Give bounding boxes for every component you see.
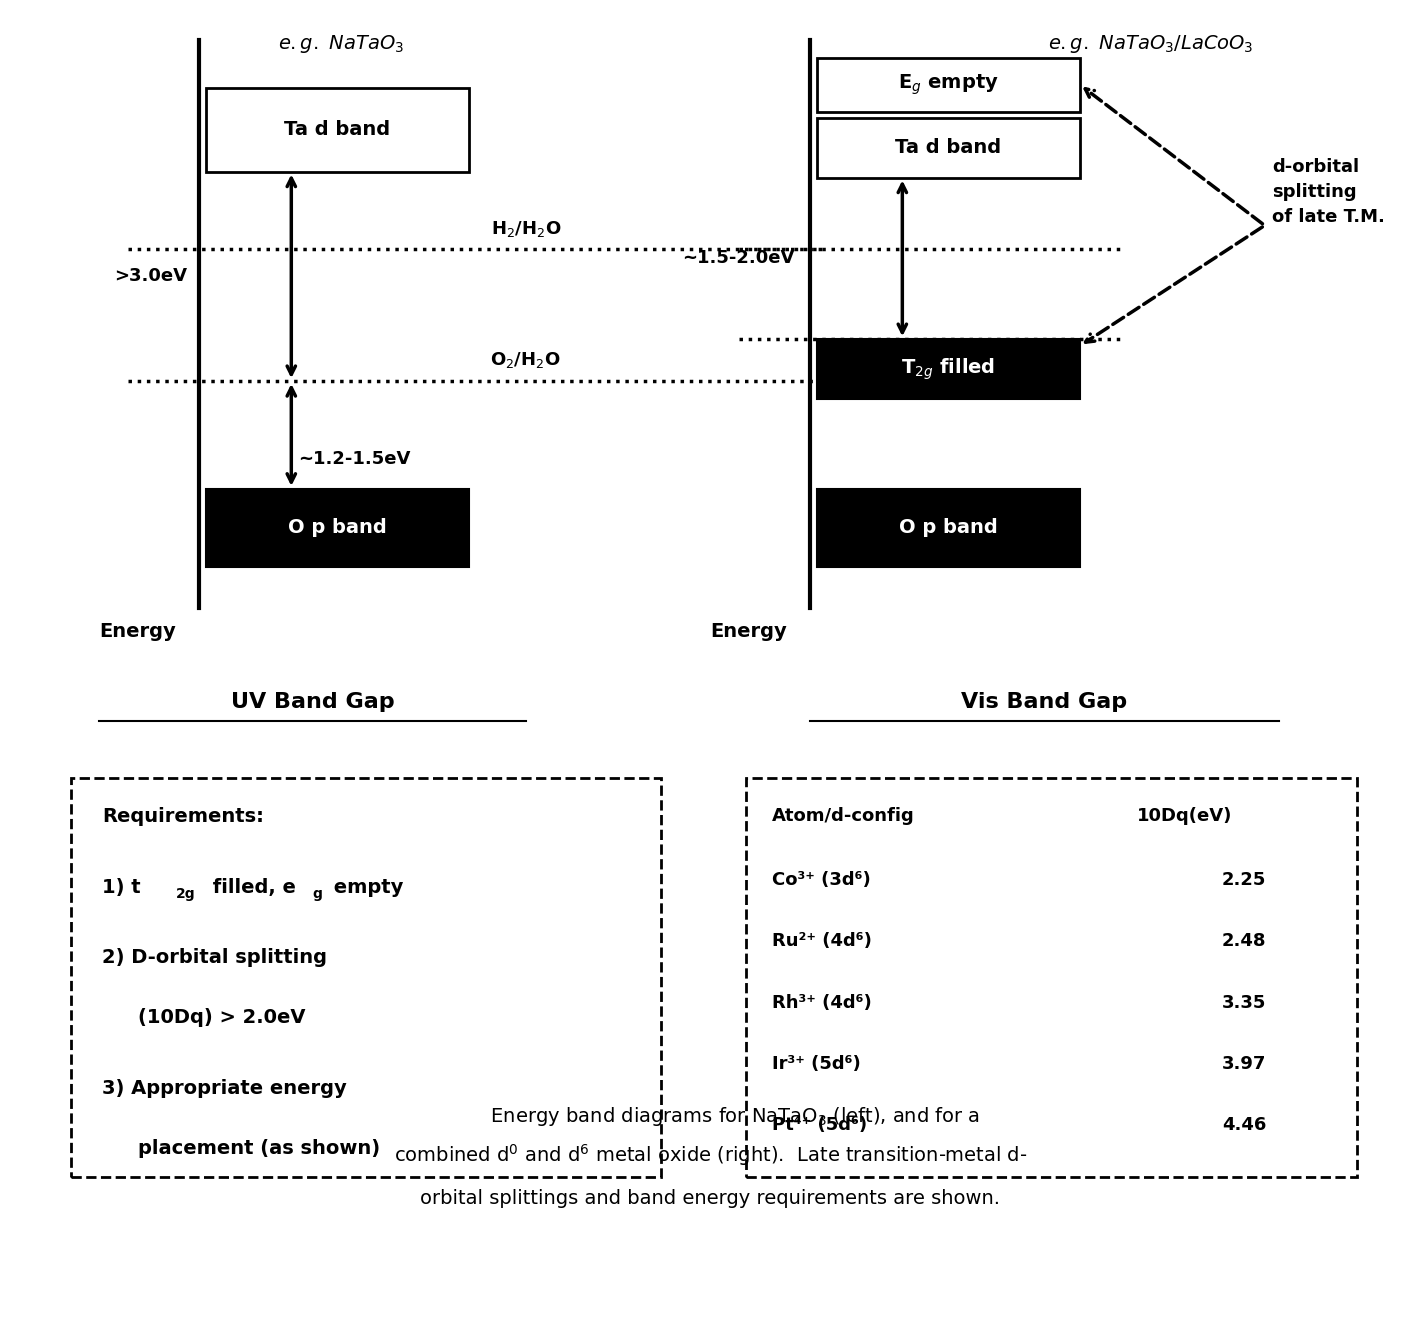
Text: E$_g$ empty: E$_g$ empty [898, 73, 999, 97]
Text: Co³⁺ (3d⁶): Co³⁺ (3d⁶) [772, 871, 870, 890]
Text: 3) Appropriate energy: 3) Appropriate energy [102, 1079, 347, 1097]
Text: O p band: O p band [899, 519, 998, 537]
FancyBboxPatch shape [206, 88, 469, 172]
Text: $\mathit{e.g.\ NaTaO_3/LaCoO_3}$: $\mathit{e.g.\ NaTaO_3/LaCoO_3}$ [1049, 33, 1253, 56]
Text: >3.0eV: >3.0eV [114, 267, 186, 286]
FancyBboxPatch shape [817, 488, 1080, 567]
FancyBboxPatch shape [206, 488, 469, 567]
Text: 2.48: 2.48 [1222, 932, 1266, 951]
Text: combined d$^0$ and d$^6$ metal oxide (right).  Late transition-metal d-: combined d$^0$ and d$^6$ metal oxide (ri… [394, 1142, 1027, 1168]
FancyBboxPatch shape [817, 117, 1080, 177]
Text: Pt⁴⁺ (5d⁶): Pt⁴⁺ (5d⁶) [772, 1116, 867, 1134]
Text: ~1.5-2.0eV: ~1.5-2.0eV [682, 249, 794, 267]
Text: UV Band Gap: UV Band Gap [230, 692, 395, 712]
Text: Vis Band Gap: Vis Band Gap [962, 692, 1127, 712]
Text: T$_{2g}$ filled: T$_{2g}$ filled [901, 356, 996, 382]
Text: Atom/d-config: Atom/d-config [772, 807, 914, 826]
FancyBboxPatch shape [71, 778, 661, 1177]
Text: g: g [313, 887, 323, 902]
Text: 3.35: 3.35 [1222, 994, 1266, 1012]
Text: Ta d band: Ta d band [284, 120, 391, 140]
Text: O p band: O p band [288, 519, 387, 537]
Text: 1) t: 1) t [102, 878, 141, 896]
Text: orbital splittings and band energy requirements are shown.: orbital splittings and band energy requi… [421, 1189, 1000, 1208]
Text: 10Dq(eV): 10Dq(eV) [1137, 807, 1232, 826]
Text: H$_2$/H$_2$O: H$_2$/H$_2$O [490, 218, 561, 238]
FancyBboxPatch shape [746, 778, 1357, 1177]
Text: 2g: 2g [176, 887, 196, 902]
Text: 2) D-orbital splitting: 2) D-orbital splitting [102, 948, 327, 967]
Text: d-orbital
splitting
of late T.M.: d-orbital splitting of late T.M. [1272, 158, 1384, 226]
Text: O$_2$/H$_2$O: O$_2$/H$_2$O [490, 350, 561, 370]
Text: placement (as shown): placement (as shown) [138, 1138, 379, 1157]
Text: Requirements:: Requirements: [102, 807, 264, 826]
Text: Ru²⁺ (4d⁶): Ru²⁺ (4d⁶) [772, 932, 871, 951]
Text: (10Dq) > 2.0eV: (10Dq) > 2.0eV [138, 1008, 306, 1027]
Text: Energy band diagrams for NaTaO$_3$ (left), and for a: Energy band diagrams for NaTaO$_3$ (left… [441, 1105, 980, 1128]
Text: ~1.2-1.5eV: ~1.2-1.5eV [298, 450, 411, 468]
Text: 4.46: 4.46 [1222, 1116, 1266, 1134]
Text: Ta d band: Ta d band [895, 138, 1002, 157]
Text: 2.25: 2.25 [1222, 871, 1266, 890]
Text: Energy: Energy [99, 622, 176, 641]
Text: empty: empty [327, 878, 404, 896]
FancyBboxPatch shape [817, 57, 1080, 112]
Text: 3.97: 3.97 [1222, 1055, 1266, 1073]
Text: Ir³⁺ (5d⁶): Ir³⁺ (5d⁶) [772, 1055, 860, 1073]
FancyBboxPatch shape [817, 339, 1080, 399]
Text: filled, e: filled, e [206, 878, 296, 896]
Text: $\mathit{e.g.\ NaTaO_3}$: $\mathit{e.g.\ NaTaO_3}$ [279, 33, 404, 56]
Text: Rh³⁺ (4d⁶): Rh³⁺ (4d⁶) [772, 994, 871, 1012]
Text: Energy: Energy [710, 622, 787, 641]
